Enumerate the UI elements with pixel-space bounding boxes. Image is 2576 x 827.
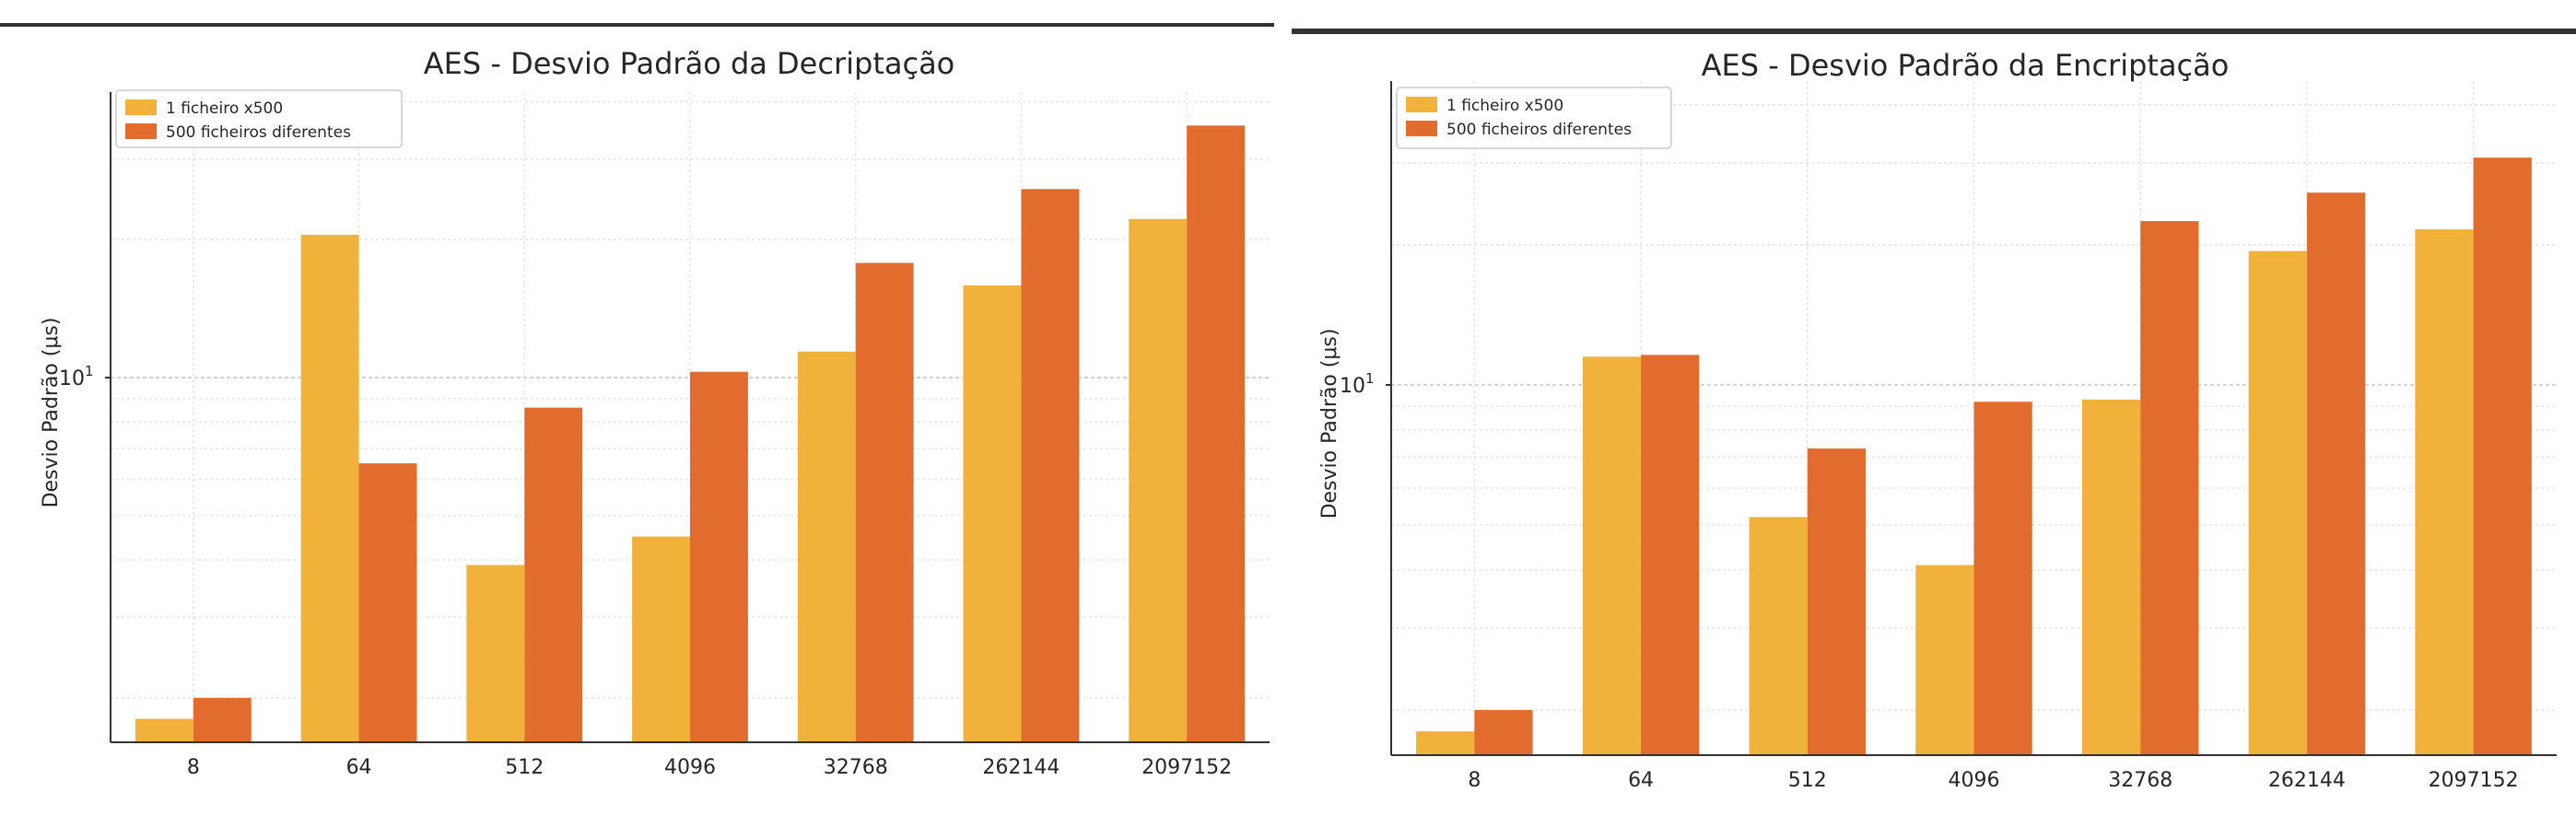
legend: 1 ficheiro x500 500 ficheiros diferentes <box>1396 87 1672 149</box>
decryption-std-chart: AES - Desvio Padrão da Decriptação Desvi… <box>0 23 1274 779</box>
legend-label: 1 ficheiro x500 <box>1446 97 1563 115</box>
legend: 1 ficheiro x500 500 ficheiros diferentes <box>115 89 403 148</box>
x-tick-label: 8 <box>187 756 200 779</box>
bar <box>1749 517 1808 755</box>
series-1 <box>1416 229 2474 755</box>
bar <box>193 697 252 742</box>
bar <box>358 463 417 742</box>
bar <box>2306 192 2366 755</box>
series-2 <box>193 125 1246 743</box>
bar <box>690 371 748 742</box>
x-tick-label: 512 <box>1788 769 1827 792</box>
bar <box>1187 125 1246 743</box>
x-tick-label: 64 <box>1628 769 1654 792</box>
bar <box>1582 356 1642 755</box>
bar <box>1973 402 2032 755</box>
x-tick-label: 2097152 <box>2429 769 2519 792</box>
bar <box>524 407 583 742</box>
series-2 <box>1474 157 2532 756</box>
x-tick-label: 512 <box>505 756 544 779</box>
x-tick-label: 262144 <box>982 756 1060 779</box>
y-tick-label: 101 <box>59 363 94 390</box>
legend-box <box>115 89 403 148</box>
x-tick-label: 32768 <box>824 756 888 779</box>
bar <box>632 536 690 742</box>
bar <box>2415 229 2474 755</box>
x-tick-label: 2097152 <box>1142 756 1232 779</box>
bar <box>135 718 193 742</box>
y-tick-label: 101 <box>1340 370 1375 398</box>
x-tick-label: 262144 <box>2268 769 2346 792</box>
legend-box <box>1396 87 1672 149</box>
bar <box>466 565 525 742</box>
chart-title: AES - Desvio Padrão da Encriptação <box>1702 48 2230 83</box>
bar <box>797 351 856 742</box>
bar <box>1129 218 1188 743</box>
bar <box>963 285 1022 742</box>
legend-label: 500 ficheiros diferentes <box>1446 121 1632 139</box>
x-tick-label: 32768 <box>2108 769 2172 792</box>
bar <box>1416 731 1475 755</box>
bar <box>1474 710 1533 755</box>
x-tick-label: 8 <box>1468 769 1481 792</box>
bar <box>2248 250 2307 755</box>
bar <box>1807 448 1867 755</box>
bar <box>1915 565 1974 755</box>
bar <box>855 262 914 742</box>
legend-swatch <box>125 123 157 139</box>
chart-title: AES - Desvio Padrão da Decriptação <box>424 46 955 81</box>
legend-swatch <box>1406 97 1437 112</box>
legend-label: 500 ficheiros diferentes <box>166 123 351 142</box>
legend-label: 1 ficheiro x500 <box>166 99 283 118</box>
y-axis-label: Desvio Padrão (μs) <box>40 318 63 508</box>
legend-swatch <box>125 99 157 115</box>
x-tick-label: 64 <box>346 756 372 779</box>
legend-swatch <box>1406 121 1437 136</box>
encryption-std-chart: AES - Desvio Padrão da Encriptação Desvi… <box>1292 29 2576 792</box>
bar <box>1641 355 1700 755</box>
y-axis-label: Desvio Padrão (μs) <box>1318 329 1341 519</box>
x-tick-label: 4096 <box>664 756 716 779</box>
bar <box>2081 399 2141 755</box>
x-tick-label: 4096 <box>1949 769 2000 792</box>
bar <box>2140 221 2199 755</box>
bar <box>300 234 359 743</box>
bar <box>1021 189 1080 742</box>
bar <box>2473 157 2532 756</box>
series-1 <box>135 218 1188 743</box>
